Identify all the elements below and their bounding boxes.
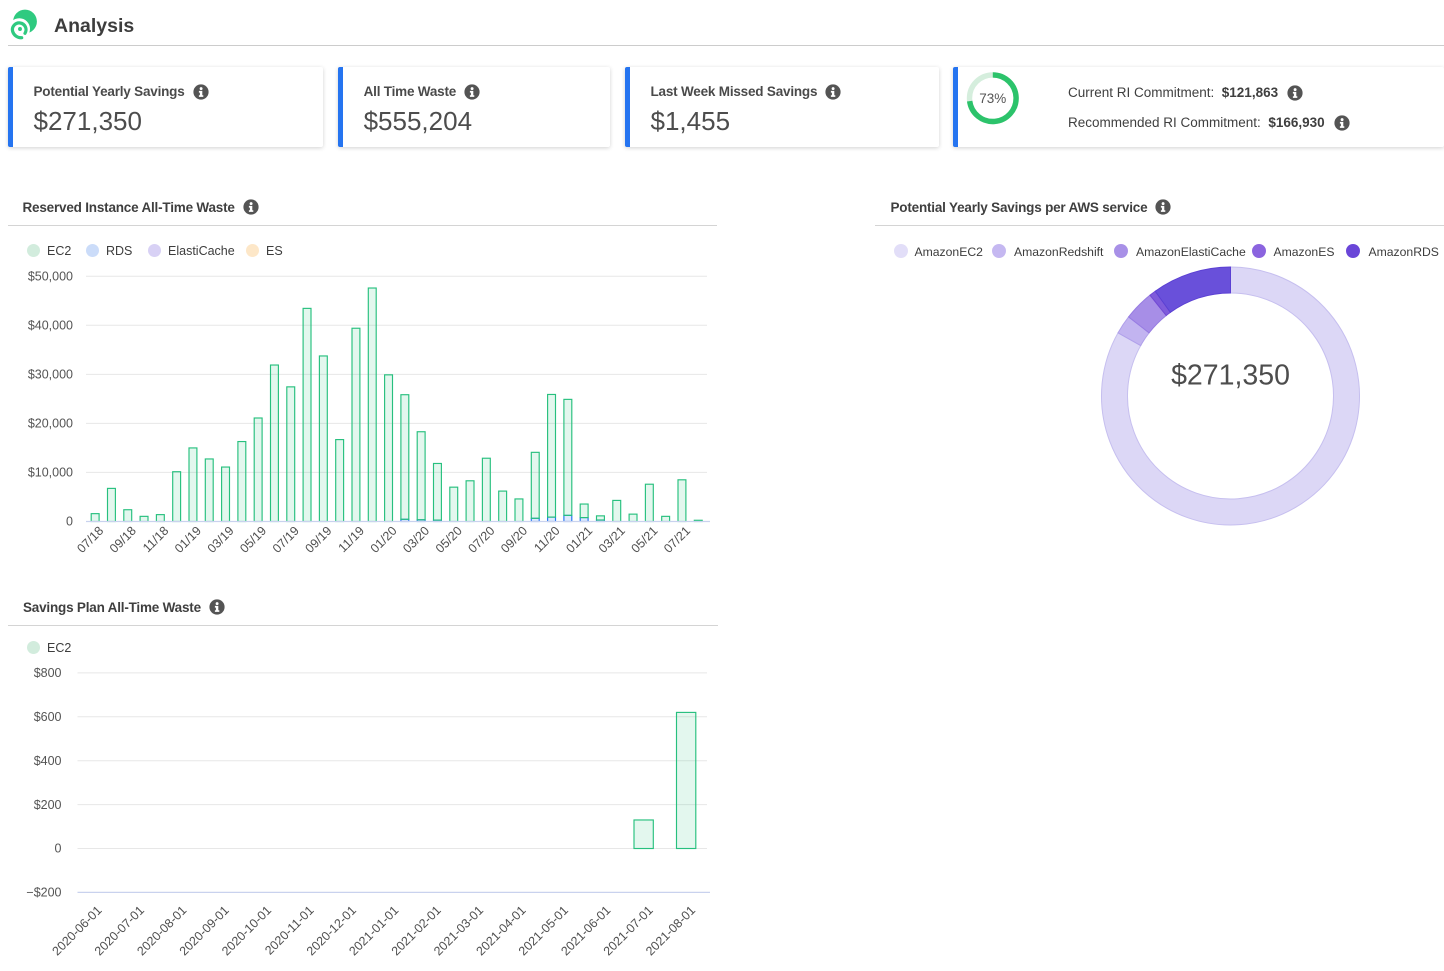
- svg-text:03/20: 03/20: [400, 524, 432, 556]
- svg-text:$50,000: $50,000: [28, 269, 73, 283]
- svg-text:03/19: 03/19: [205, 524, 237, 556]
- svg-text:$20,000: $20,000: [28, 417, 73, 431]
- svg-text:−$200: −$200: [26, 886, 61, 900]
- svg-text:05/20: 05/20: [433, 524, 465, 556]
- svg-text:09/19: 09/19: [303, 524, 335, 556]
- svg-text:05/19: 05/19: [237, 524, 269, 556]
- svg-text:11/19: 11/19: [336, 524, 367, 555]
- svg-text:$30,000: $30,000: [28, 368, 73, 382]
- svg-text:$200: $200: [34, 798, 62, 812]
- svg-text:03/21: 03/21: [596, 524, 628, 556]
- svg-text:01/20: 01/20: [368, 524, 400, 556]
- svg-text:05/21: 05/21: [629, 524, 661, 556]
- svg-text:01/19: 01/19: [172, 524, 204, 556]
- svg-text:11/18: 11/18: [140, 524, 171, 555]
- svg-text:$271,350: $271,350: [1171, 360, 1290, 392]
- svg-text:$600: $600: [34, 710, 62, 724]
- svg-text:07/20: 07/20: [466, 524, 498, 556]
- svg-text:09/20: 09/20: [498, 524, 530, 556]
- svg-text:11/20: 11/20: [531, 524, 562, 555]
- svg-text:09/18: 09/18: [107, 524, 139, 556]
- svg-text:$800: $800: [34, 666, 62, 680]
- svg-text:07/18: 07/18: [74, 524, 106, 556]
- svg-text:0: 0: [55, 842, 62, 856]
- svg-text:$400: $400: [34, 754, 62, 768]
- svg-text:73%: 73%: [979, 91, 1006, 106]
- svg-text:$40,000: $40,000: [28, 319, 73, 333]
- svg-text:07/21: 07/21: [661, 524, 693, 556]
- svg-text:07/19: 07/19: [270, 524, 302, 556]
- svg-text:01/21: 01/21: [563, 524, 595, 556]
- svg-text:0: 0: [66, 515, 73, 529]
- svg-text:$10,000: $10,000: [28, 466, 73, 480]
